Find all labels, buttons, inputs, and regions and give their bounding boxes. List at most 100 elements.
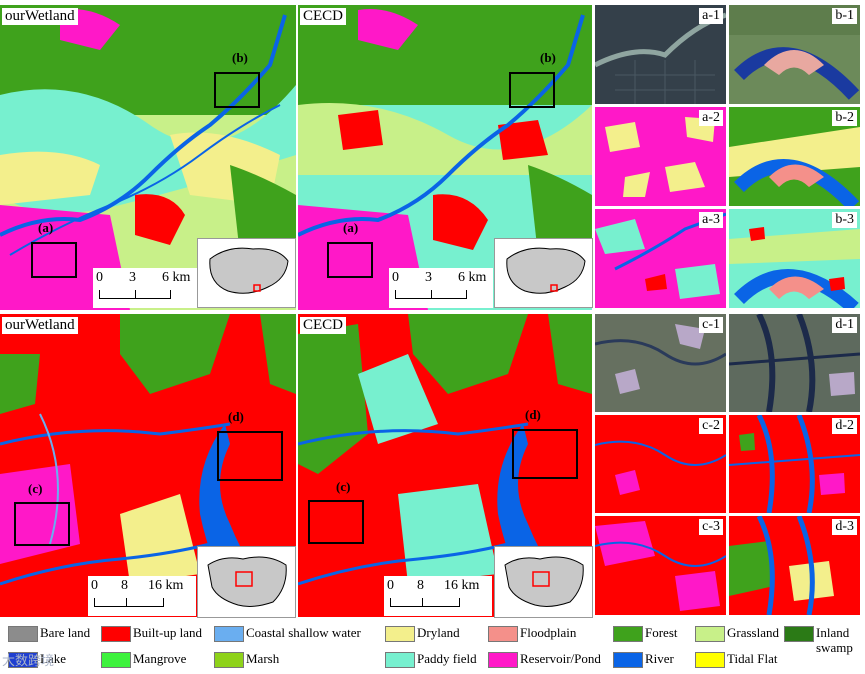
region-box-label: (c)	[336, 479, 351, 494]
scale-bar: 0 8 16 km	[88, 576, 196, 616]
map-image	[729, 415, 860, 513]
scale-bar: 0 3 6 km	[389, 268, 493, 308]
map-ourwetland-bottom-graphic	[0, 314, 296, 617]
subpanel-label: d-1	[832, 317, 857, 333]
legend-swatch	[613, 652, 643, 668]
zoom-a-2: a-2	[595, 107, 726, 206]
scale-tick-0: 0	[96, 270, 103, 285]
subpanel-label: b-3	[832, 212, 857, 228]
locator-map	[209, 247, 289, 294]
map-cecd-bottom	[298, 314, 592, 617]
locator-map	[504, 556, 584, 607]
subpanel-label: c-3	[699, 519, 723, 535]
map-image	[595, 521, 726, 611]
region-box-label: (c)	[28, 481, 43, 496]
locator-map	[207, 556, 287, 607]
subpanel-label: b-1	[832, 8, 857, 24]
panel-label: ourWetland	[2, 8, 78, 25]
map-image	[729, 227, 860, 308]
legend-label: Reservoir/Pond	[520, 651, 601, 666]
map-ourwetland-top	[0, 5, 296, 310]
scale-tick-2: 6 km	[162, 270, 191, 285]
scale-tick-1: 3	[425, 270, 432, 285]
scale-tick-2: 16 km	[148, 578, 184, 593]
legend-label: Dryland	[417, 625, 460, 640]
scale-bar: 0 8 16 km	[384, 576, 492, 616]
legend-label: Forest	[645, 625, 678, 640]
zoom-c-1: c-1	[595, 314, 726, 412]
legend-label: Built-up land	[133, 625, 202, 640]
zoom-b-1: b-1	[729, 5, 860, 104]
legend-swatch	[214, 626, 244, 642]
zoom-c-2: c-2	[595, 415, 726, 513]
panel-label: CECD	[300, 8, 347, 25]
locator-inset	[494, 546, 593, 618]
legend-label: Grassland	[727, 625, 779, 640]
legend-label: Coastal shallow water	[246, 625, 361, 640]
region-box-b	[509, 72, 555, 108]
locator-map	[506, 247, 586, 294]
zoom-d-1: d-1	[729, 314, 860, 412]
subpanel-label: d-3	[832, 519, 857, 535]
subpanel-label: c-2	[699, 418, 723, 434]
subpanel-label: a-2	[699, 110, 723, 126]
legend-label: Lake	[40, 651, 66, 666]
scale-tick-1: 8	[417, 578, 424, 593]
locator-inset	[197, 238, 296, 308]
legend-label: Bare land	[40, 625, 91, 640]
scale-bar: 0 3 6 km	[93, 268, 197, 308]
zoom-b-2: b-2	[729, 107, 860, 206]
map-image	[595, 440, 726, 495]
legend: Bare land Built-up land Coastal shallow …	[0, 620, 865, 674]
region-box-d	[512, 429, 578, 479]
region-box-c	[308, 500, 364, 544]
legend-label: Inland swamp	[816, 625, 853, 655]
scale-tick-0: 0	[387, 578, 394, 593]
zoom-c-3: c-3	[595, 516, 726, 615]
region-box-a	[327, 242, 373, 278]
legend-swatch	[101, 626, 131, 642]
map-image	[729, 516, 834, 615]
legend-swatch	[101, 652, 131, 668]
subpanel-label: d-2	[832, 418, 857, 434]
legend-swatch	[8, 652, 38, 668]
legend-swatch	[8, 626, 38, 642]
region-box-label: (b)	[232, 50, 248, 65]
region-box-label: (a)	[343, 220, 359, 235]
legend-swatch	[695, 626, 725, 642]
watermark: 大数跨境	[2, 654, 55, 669]
region-box-c	[14, 502, 70, 546]
map-ourwetland-top-graphic	[0, 5, 296, 310]
region-box-d	[217, 431, 283, 481]
subpanel-label: a-1	[699, 8, 723, 24]
scale-tick-0: 0	[392, 270, 399, 285]
region-box-b	[214, 72, 260, 108]
locator-inset	[494, 238, 593, 308]
legend-label: Mangrove	[133, 651, 187, 666]
subpanel-label: a-3	[699, 212, 723, 228]
legend-label: Tidal Flat	[727, 651, 778, 666]
zoom-a-3: a-3	[595, 209, 726, 308]
legend-swatch	[784, 626, 814, 642]
legend-label: Floodplain	[520, 625, 577, 640]
legend-swatch	[385, 626, 415, 642]
legend-label: Marsh	[246, 651, 280, 666]
locator-inset	[197, 546, 296, 618]
legend-label: Paddy field	[417, 651, 477, 666]
legend-swatch	[613, 626, 643, 642]
legend-swatch	[488, 626, 518, 642]
legend-label: River	[645, 651, 674, 666]
region-box-label: (b)	[540, 50, 556, 65]
map-image	[595, 212, 726, 299]
scale-tick-2: 6 km	[458, 270, 487, 285]
scale-tick-0: 0	[91, 578, 98, 593]
legend-swatch	[488, 652, 518, 668]
legend-swatch	[385, 652, 415, 668]
zoom-d-2: d-2	[729, 415, 860, 513]
region-box-label: (d)	[228, 409, 244, 424]
satellite-image	[729, 314, 860, 412]
zoom-b-3: b-3	[729, 209, 860, 308]
zoom-d-3: d-3	[729, 516, 860, 615]
scale-tick-1: 8	[121, 578, 128, 593]
